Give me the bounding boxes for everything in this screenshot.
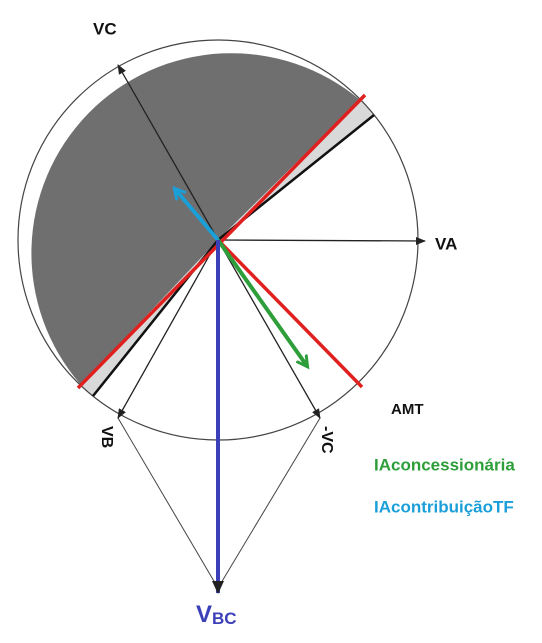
phasor-vc (117, 64, 219, 241)
label-vbc-main: V (196, 601, 212, 628)
ia-concessionaria-arrow (216, 238, 307, 366)
phasor-minus-vc (217, 239, 321, 419)
label-va: VA (435, 234, 457, 253)
triangle-side (217, 417, 321, 589)
label-vc: VC (93, 19, 117, 38)
triangle-side (117, 417, 219, 589)
label-ia-contribuicao: IAcontribuiçãoTF (374, 497, 514, 516)
label-vbc: VBC (196, 601, 237, 628)
label-minus-vc: -VC (318, 426, 335, 454)
phasor-va (217, 236, 426, 245)
label-vb: VB (98, 426, 115, 448)
dark-sector (31, 53, 360, 385)
phasor-vb (117, 239, 219, 419)
ia-contribuicao-arrow (175, 189, 220, 242)
label-vbc-sub: BC (212, 609, 237, 628)
red-line (216, 238, 364, 389)
label-amt: AMT (391, 401, 424, 418)
label-ia-concessionaria: IAconcessionária (374, 455, 515, 474)
